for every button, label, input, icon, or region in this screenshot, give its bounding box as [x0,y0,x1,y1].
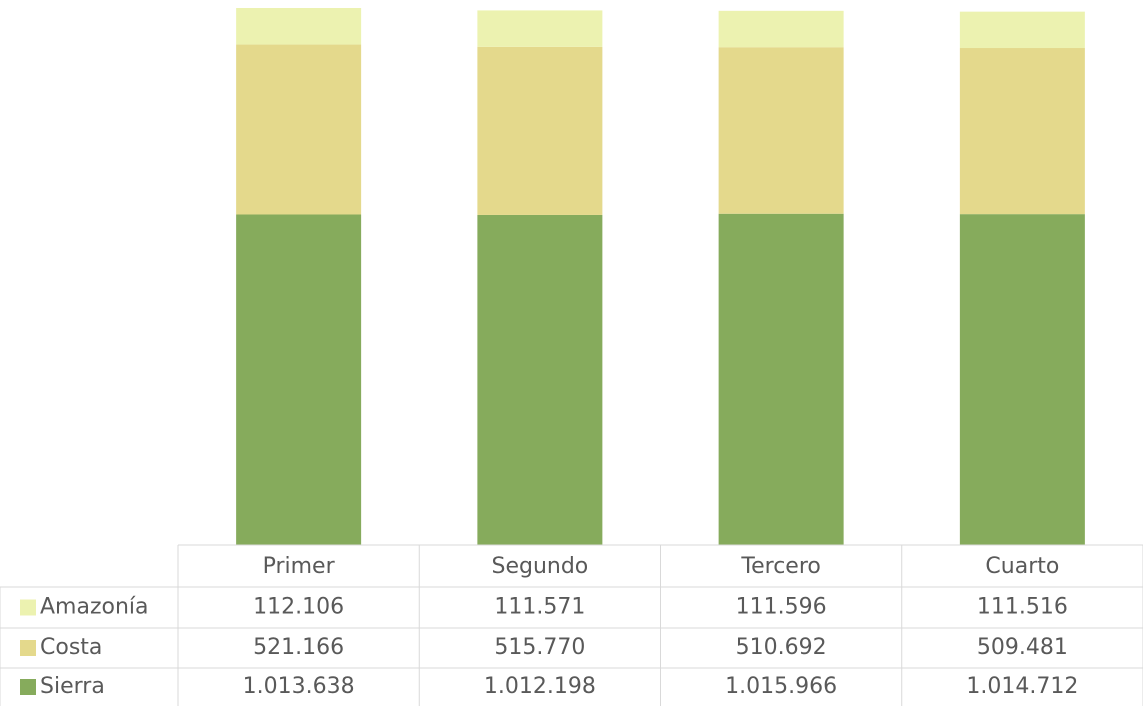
data-cell: 111.596 [736,595,827,620]
bar-segment [236,214,362,545]
bar-segment [718,10,844,48]
bar-segment [477,214,603,546]
legend-label: Costa [40,635,102,660]
column-header: Primer [263,554,336,579]
column-header: Segundo [491,554,588,579]
data-cell: 510.692 [736,635,827,660]
data-cell: 1.013.638 [243,674,355,699]
legend-key [20,679,36,695]
bar-segment [959,214,1085,545]
legend-label: Amazonía [40,595,149,620]
column-header: Tercero [740,554,820,579]
bar-segment [718,47,844,214]
data-cell: 112.106 [253,595,344,620]
data-cell: 521.166 [253,635,344,660]
legend-key [20,640,36,656]
legend-key [20,599,36,616]
bar-segment [718,213,844,545]
bar-segment [477,46,603,215]
data-cell: 1.014.712 [966,674,1078,699]
data-cell: 1.015.966 [725,674,837,699]
column-header: Cuarto [985,554,1059,579]
bar-segment [959,48,1085,215]
legend-label: Sierra [40,674,105,699]
data-cell: 111.571 [494,595,585,620]
data-cell: 111.516 [977,595,1068,620]
data-cell: 509.481 [977,635,1068,660]
bar-segment [959,11,1085,49]
bar-segment [477,10,603,47]
bar-segment [236,8,362,45]
data-cell: 515.770 [494,635,585,660]
bar-segment [236,44,362,215]
data-cell: 1.012.198 [484,674,596,699]
